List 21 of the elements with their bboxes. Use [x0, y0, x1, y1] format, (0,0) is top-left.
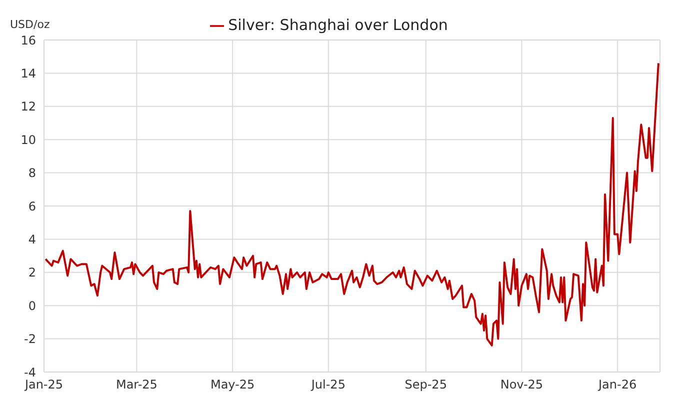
y-tick-label: -4 [24, 365, 36, 380]
y-axis-title: USD/oz [10, 18, 50, 31]
y-tick-label: 2 [28, 266, 36, 280]
y-tick-label: 16 [20, 33, 36, 48]
y-tick-label: 14 [20, 66, 36, 80]
x-tick-label: Jan-25 [24, 378, 64, 392]
y-tick-label: 4 [28, 232, 36, 246]
x-tick-label: Jul-25 [310, 378, 346, 392]
y-tick-label: 12 [20, 100, 36, 114]
x-tick-label: Sep-25 [404, 378, 447, 392]
y-tick-label: -2 [24, 332, 36, 346]
x-tick-label: May-25 [210, 378, 255, 392]
x-tick-label: Nov-25 [500, 378, 544, 392]
line-series [44, 62, 660, 346]
legend-label: Silver: Shanghai over London [228, 16, 448, 34]
x-tick-label: Mar-25 [116, 378, 158, 392]
y-tick-label: 8 [28, 166, 36, 180]
y-tick-label: 10 [20, 132, 36, 147]
y-tick-label: 6 [28, 199, 36, 214]
x-tick-label: Jan-26 [598, 378, 637, 392]
y-tick-label: 0 [28, 298, 36, 313]
